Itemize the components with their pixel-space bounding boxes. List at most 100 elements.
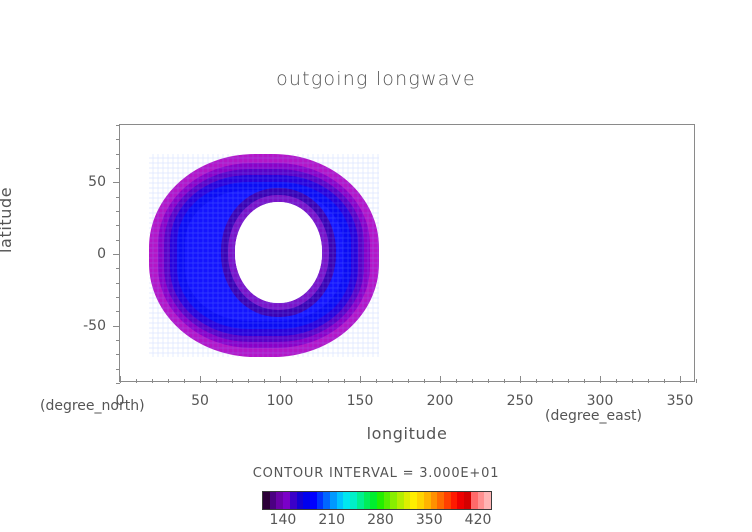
- colorbar-swatch: [363, 492, 371, 509]
- y-axis-unit-label: (degree_north): [40, 398, 145, 414]
- y-tick-minor: [116, 340, 120, 341]
- y-tick-label: 50: [88, 174, 106, 191]
- x-axis-unit-label: (degree_east): [545, 408, 642, 424]
- y-tick-minor: [116, 383, 120, 384]
- contour-hole-mask: [235, 202, 322, 303]
- x-tick-minor: [472, 379, 473, 383]
- colorbar-swatch: [443, 492, 451, 509]
- x-tick-minor: [392, 379, 393, 383]
- x-tick-major: [520, 376, 521, 383]
- y-tick-minor: [116, 354, 120, 356]
- x-tick-minor: [648, 379, 649, 383]
- x-tick-label: 250: [506, 393, 534, 409]
- colorbar-swatch: [464, 492, 471, 509]
- y-tick-major: [113, 325, 120, 327]
- colorbar-swatch: [303, 492, 310, 509]
- colorbar-tick-label: 350: [415, 512, 443, 528]
- y-tick-minor: [116, 153, 120, 155]
- x-tick-minor: [328, 379, 329, 383]
- x-tick-label: 50: [191, 393, 209, 409]
- colorbar-swatch: [457, 492, 465, 509]
- colorbar-swatch: [477, 492, 485, 509]
- x-tick-major: [600, 376, 601, 383]
- colorbar-swatch: [276, 492, 284, 509]
- colorbar-swatch: [370, 492, 377, 509]
- colorbar-swatch: [323, 492, 331, 509]
- colorbar-swatch: [289, 492, 297, 509]
- x-tick-minor: [168, 379, 169, 383]
- x-tick-label: 0: [115, 393, 125, 409]
- x-tick-minor: [488, 379, 489, 383]
- x-axis-title: longitude: [366, 424, 448, 443]
- colorbar-swatch: [417, 492, 424, 509]
- x-tick-minor: [344, 379, 345, 383]
- colorbar-swatch: [356, 492, 364, 509]
- colorbar-swatch: [343, 492, 351, 509]
- y-tick-minor: [116, 282, 120, 284]
- x-tick-label: 200: [426, 393, 454, 409]
- y-tick-minor: [116, 268, 120, 270]
- x-tick-major: [200, 376, 201, 383]
- x-tick-label: 150: [346, 393, 374, 409]
- y-tick-minor: [116, 297, 120, 298]
- y-tick-minor: [116, 239, 120, 241]
- colorbar-swatch: [316, 492, 324, 509]
- x-tick-minor: [616, 379, 617, 383]
- y-tick-label: -50: [83, 317, 106, 334]
- x-tick-minor: [312, 379, 313, 383]
- colorbar-swatch: [263, 492, 270, 509]
- colorbar-swatch: [350, 492, 357, 509]
- x-tick-minor: [552, 379, 553, 383]
- x-tick-major: [440, 376, 441, 383]
- x-tick-minor: [152, 379, 153, 383]
- colorbar-swatch: [410, 492, 418, 509]
- y-tick-minor: [116, 311, 120, 313]
- y-tick-major: [113, 254, 120, 255]
- colorbar-swatch: [450, 492, 458, 509]
- x-tick-major: [680, 376, 681, 383]
- colorbar-swatch: [423, 492, 431, 509]
- plot-data-area: [120, 125, 694, 381]
- colorbar-swatch: [296, 492, 304, 509]
- colorbar-tick-label: 420: [464, 512, 492, 528]
- plot-frame: 0 50 100 150 200 250 300 350 -50 0 50: [83, 124, 697, 409]
- colorbar-swatch: [336, 492, 344, 509]
- colorbar-tick-label: 280: [367, 512, 394, 528]
- y-tick-minor: [116, 225, 120, 227]
- x-tick-minor: [184, 379, 185, 383]
- colorbar-swatch: [269, 492, 277, 509]
- colorbar-swatch: [330, 492, 337, 509]
- colorbar-swatch: [430, 492, 438, 509]
- colorbar-swatch: [283, 492, 290, 509]
- y-tick-minor: [116, 168, 120, 169]
- x-tick-minor: [376, 379, 377, 383]
- x-tick-minor: [408, 379, 409, 383]
- x-tick-minor: [664, 379, 665, 383]
- x-tick-minor: [504, 379, 505, 383]
- colorbar-swatch: [383, 492, 391, 509]
- x-tick-minor: [232, 379, 233, 383]
- x-tick-label: 100: [266, 393, 294, 409]
- x-tick-major: [360, 376, 361, 383]
- colorbar-swatch: [403, 492, 411, 509]
- y-tick-minor: [116, 139, 120, 141]
- x-tick-minor: [536, 379, 537, 383]
- x-tick-minor: [248, 379, 249, 383]
- colorbar-tick-labels: 140 210 280 350 420: [262, 512, 492, 530]
- x-tick-label: 350: [666, 393, 694, 409]
- colorbar-swatch: [397, 492, 404, 509]
- contour-data-blob: [148, 153, 380, 358]
- y-tick-label: 0: [97, 246, 106, 262]
- x-tick-minor: [584, 379, 585, 383]
- x-tick-minor: [696, 379, 697, 383]
- colorbar-swatch: [437, 492, 444, 509]
- x-tick-label: 300: [586, 393, 614, 409]
- x-tick-minor: [296, 379, 297, 383]
- y-tick-major: [113, 182, 120, 184]
- y-axis-ticks: -50 0 50: [83, 125, 121, 384]
- y-tick-minor: [116, 196, 120, 198]
- x-tick-major: [280, 376, 281, 383]
- colorbar: [262, 491, 492, 510]
- y-tick-minor: [116, 211, 120, 212]
